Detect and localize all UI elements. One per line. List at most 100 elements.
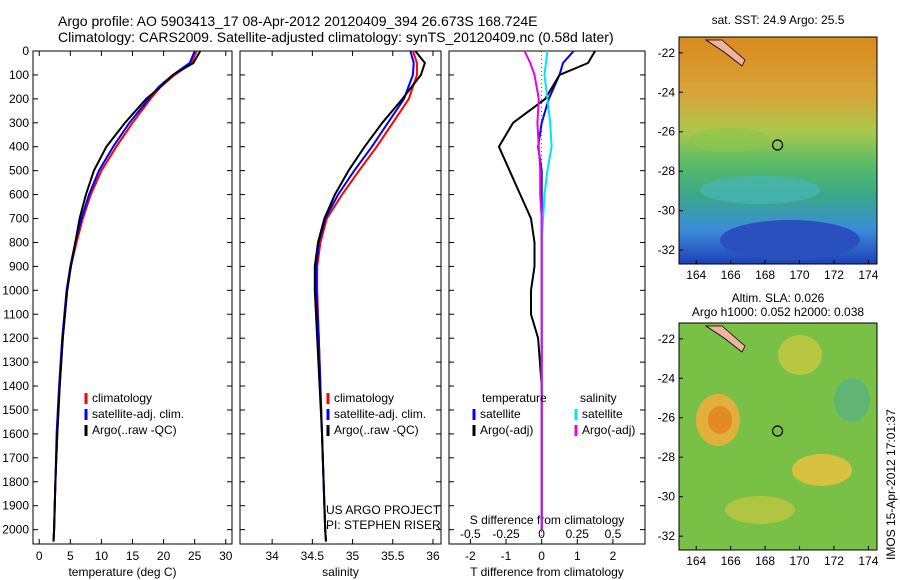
sal-xtick-label: 34 xyxy=(265,549,279,563)
depth-tick-label: 600 xyxy=(9,188,29,202)
sst-band xyxy=(700,176,820,204)
map-ytick-label: -24 xyxy=(658,85,676,99)
sst-axes: 164 166 168 170 172 174 -22 -24 -26 -28 -30 -32 xyxy=(658,46,879,282)
sal-legend-2-label: Argo(..raw -QC) xyxy=(334,423,419,437)
depth-tick-label: 500 xyxy=(9,164,29,178)
map-ytick-label: -30 xyxy=(658,204,676,218)
map-xtick-label: 166 xyxy=(721,554,741,568)
map-xtick-label: 174 xyxy=(858,554,878,568)
sla-map: Altim. SLA: 0.026 Argo h1000: 0.052 h200… xyxy=(658,291,879,568)
map-xtick-label: 168 xyxy=(755,554,775,568)
depth-tick-label: 1000 xyxy=(2,283,29,297)
temp-xlabel: temperature (deg C) xyxy=(68,565,176,579)
diff-t-xtick-label: 1 xyxy=(574,549,581,563)
sal-series-2 xyxy=(313,50,427,542)
depth-tick-label: 800 xyxy=(9,235,29,249)
salinity-panel: 34 34.5 35 35.5 36 salinity climatology satelli… xyxy=(239,50,442,579)
diff-s-xlabel: S difference from climatology xyxy=(470,513,625,527)
temp-legend-0-label: climatology xyxy=(92,391,152,405)
sla-warm-eddy-4 xyxy=(725,496,795,524)
sst-frame xyxy=(678,36,878,265)
temp-series-2 xyxy=(52,50,202,542)
depth-tick-label: 1200 xyxy=(2,331,29,345)
sst-features xyxy=(690,39,860,260)
map-ytick-label: -32 xyxy=(658,529,676,543)
sst-argo-marker xyxy=(771,139,784,151)
depth-tick-label: 300 xyxy=(9,116,29,130)
diff-s-xtick-label: -0.25 xyxy=(492,527,520,541)
depth-tick-label: 400 xyxy=(9,140,29,154)
map-xtick-label: 170 xyxy=(790,268,810,282)
map-ytick-label: -22 xyxy=(658,332,676,346)
diff-series-3 xyxy=(523,50,543,530)
map-xtick-label: 170 xyxy=(790,554,810,568)
sst-title: sat. SST: 24.9 Argo: 25.5 xyxy=(712,13,845,27)
pi-label: PI: STEPHEN RISER xyxy=(326,518,441,532)
map-ytick-label: -22 xyxy=(658,46,676,60)
sla-axes: 164 166 168 170 172 174 -22 -24 -26 -28 -30 -32 xyxy=(658,332,879,568)
sla-features xyxy=(696,325,870,524)
project-label: US ARGO PROJECT xyxy=(326,503,441,517)
map-xtick-label: 172 xyxy=(824,268,844,282)
sal-xtick-label: 35.5 xyxy=(381,549,405,563)
sst-warm-band xyxy=(690,128,770,152)
map-ytick-label: -24 xyxy=(658,371,676,385)
temp-legend-2-label: Argo(..raw -QC) xyxy=(92,423,177,437)
diff-legend-salinity-title: salinity xyxy=(580,391,617,405)
diff-legend-temperature-title: temperature xyxy=(482,391,547,405)
sal-xtick-label: 34.5 xyxy=(301,549,325,563)
map-xtick-label: 164 xyxy=(686,554,706,568)
diff-series-2 xyxy=(540,50,553,530)
sal-xtick-label: 35 xyxy=(346,549,360,563)
depth-tick-label: 1400 xyxy=(2,379,29,393)
temp-xtick-label: 10 xyxy=(95,549,109,563)
temperature-panel: 0100200300400500600700800900100011001200… xyxy=(2,44,232,579)
sla-warm-eddy-3 xyxy=(778,335,822,375)
sal-legend-1-label: satellite-adj. clim. xyxy=(334,407,426,421)
depth-tick-label: 1900 xyxy=(2,499,29,513)
map-xtick-label: 168 xyxy=(755,268,775,282)
sla-argo-marker xyxy=(771,425,784,437)
depth-tick-label: 900 xyxy=(9,259,29,273)
diff-t-xtick-label: -1 xyxy=(501,549,512,563)
map-ytick-label: -28 xyxy=(658,450,676,464)
depth-tick-label: 1100 xyxy=(3,307,29,321)
diff-s-xtick-label: 0.25 xyxy=(566,527,590,541)
map-ytick-label: -26 xyxy=(658,411,676,425)
sla-title: Altim. SLA: 0.026 xyxy=(732,291,825,305)
temp-xtick-label: 20 xyxy=(157,549,171,563)
sal-xlabel: salinity xyxy=(322,565,359,579)
map-xtick-label: 172 xyxy=(824,554,844,568)
depth-tick-label: 0 xyxy=(22,44,29,58)
diff-legend-t-sat-label: satellite xyxy=(480,407,521,421)
depth-tick-label: 200 xyxy=(9,92,29,106)
temp-xtick-label: 25 xyxy=(188,549,202,563)
map-xtick-label: 174 xyxy=(858,268,878,282)
diff-s-xtick-label: -0.5 xyxy=(460,527,481,541)
temp-xtick-label: 0 xyxy=(36,549,43,563)
depth-tick-label: 700 xyxy=(9,212,29,226)
temp-xtick-label: 30 xyxy=(219,549,233,563)
diff-s-xtick-label: 0.5 xyxy=(605,527,622,541)
sla-cool-eddy xyxy=(834,378,870,422)
sal-frame xyxy=(239,50,442,545)
sal-series-1 xyxy=(315,50,415,542)
diff-s-xtick-label: 0 xyxy=(538,527,545,541)
temp-legend-1-label: satellite-adj. clim. xyxy=(92,407,184,421)
sla-land-new-caledonia xyxy=(704,325,746,353)
sst-map: sat. SST: 24.9 Argo: 25.5 164 166 168 170 17… xyxy=(658,13,879,282)
temp-xtick-label: 5 xyxy=(67,549,74,563)
diff-t-xtick-label: 2 xyxy=(610,549,617,563)
map-ytick-label: -30 xyxy=(658,490,676,504)
depth-tick-label: 1500 xyxy=(2,403,29,417)
diff-series-0 xyxy=(537,50,575,530)
sla-subtitle: Argo h1000: 0.052 h2000: 0.038 xyxy=(692,305,864,319)
depth-tick-label: 1800 xyxy=(2,475,29,489)
temp-xtick-label: 15 xyxy=(126,549,140,563)
diff-series-1 xyxy=(497,50,596,530)
diff-legend-t-argo-label: Argo(-adj) xyxy=(480,423,533,437)
diff-legend-s-sat-label: satellite xyxy=(582,407,623,421)
sla-warm-core-1 xyxy=(708,406,732,434)
depth-tick-label: 1600 xyxy=(2,427,29,441)
diff-t-xtick-label: 0 xyxy=(538,549,545,563)
